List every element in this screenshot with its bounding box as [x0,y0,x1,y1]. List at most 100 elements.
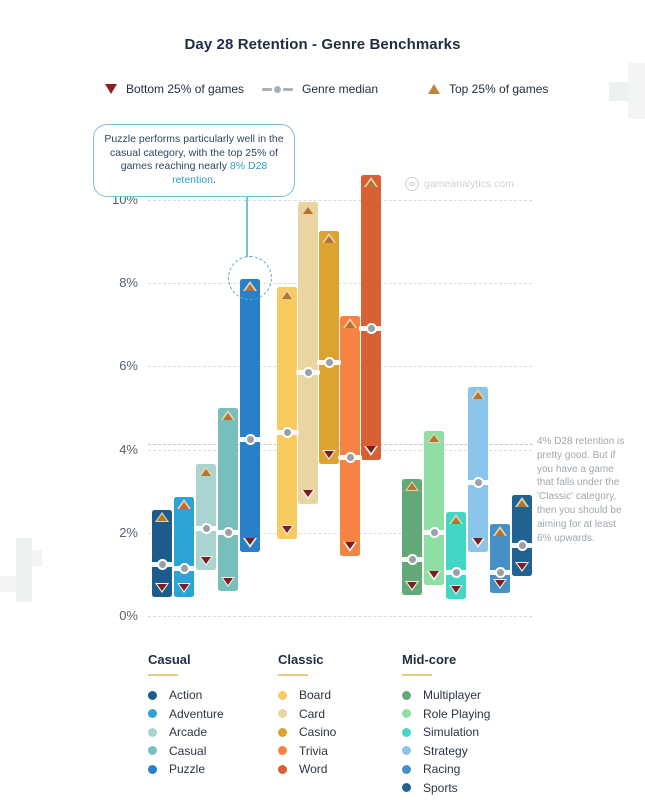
legend-item-racing: Racing [402,762,490,776]
genre-color-dot-icon [402,746,411,755]
legend-bottom25-label: Bottom 25% of games [126,82,245,96]
top25-marker-inner [366,179,376,187]
legend-group-title: Classic [278,652,324,667]
legend-item-arcade: Arcade [148,725,224,739]
bottom25-marker-inner [429,571,439,579]
legend-group-underline [278,674,308,676]
top25-marker-icon [364,177,378,188]
legend-items: Board Card Casino Trivia Word [278,688,336,776]
genre-label: Trivia [299,743,328,758]
legend-item-word: Word [278,762,336,776]
top25-marker-inner [303,206,313,214]
top25-marker-inner [201,468,211,476]
legend-group-classic: Classic Board Card Casino Trivia Word [278,652,336,776]
bar-casual [218,408,238,592]
top25-marker-inner [324,235,334,243]
y-axis-tick: 6% [119,358,138,374]
top25-marker-icon [280,289,294,300]
top25-marker-inner [451,516,461,524]
top25-marker-icon [199,466,213,477]
legend-item-casual: Casual [148,744,224,758]
bar-word [361,175,381,460]
bottom25-marker-inner [303,490,313,498]
bottom25-marker-icon [199,556,213,567]
legend-group-mid-core: Mid-core Multiplayer Role Playing Simulatio… [402,652,490,795]
genre-label: Action [169,688,203,702]
genre-label: Sports [423,780,458,795]
bottom25-marker-inner [517,562,527,570]
genre-color-dot-icon [402,727,411,737]
bar-casino [319,231,339,465]
median-dot-icon [344,452,356,464]
legend-group-title: Casual [148,652,191,667]
bottom25-marker-inner [366,446,376,454]
bottom25-marker-icon [221,577,235,588]
legend-item-strategy: Strategy [402,744,490,758]
median-dot-icon [472,477,484,489]
median-dot-icon [302,367,314,379]
y-axis-tick: 2% [119,524,138,540]
genre-label: Adventure [169,706,224,721]
genre-label: Board [299,688,332,702]
top25-marker-icon [471,389,485,400]
genre-label: Racing [423,762,461,776]
gridline-0% [148,616,532,617]
top25-marker-icon [177,499,191,510]
bottom25-marker-inner [179,583,189,591]
legend-item-action: Action [148,688,224,702]
callout-highlight-text: 8% D28 retention [172,160,268,186]
genre-label: Multiplayer [423,688,482,702]
bottom25-marker-inner [407,581,417,589]
pixel-decoration [628,63,645,119]
genre-label: Arcade [169,725,208,739]
pixel-decoration [0,576,16,592]
genre-label: Strategy [423,743,468,758]
bottom25-marker-inner [245,538,255,545]
bottom25-marker-inner [201,556,211,564]
genre-color-dot-icon [148,709,157,718]
gridline-10% [148,200,532,201]
pixel-decoration [16,538,32,602]
legend-top25: Top 25% of games [428,82,548,96]
median-dot-icon [281,427,293,439]
top25-marker-inner [282,291,292,299]
bar-card [298,202,318,504]
median-dot-icon [200,523,212,535]
median-dot-icon [365,323,377,335]
legend-items: Multiplayer Role Playing Simulation Strateg… [402,688,490,795]
callout-connector-line [246,181,248,257]
callout-highlight-circle [228,256,272,300]
legend-item-casino: Casino [278,725,336,739]
legend-top25-label: Top 25% of games [449,82,549,96]
watermark: m gameanalytics.com [405,177,514,191]
top25-marker-inner [517,499,527,507]
top25-marker-icon [322,233,336,244]
median-dot-icon [428,527,440,539]
puzzle-callout: Puzzle performs particularly well in the… [93,124,295,197]
bottom25-marker-icon [343,541,357,552]
page-title: Day 28 Retention - Genre Benchmarks [184,36,461,53]
genre-label: Simulation [423,725,480,739]
bottom25-marker-icon [155,583,169,594]
genre-label: Puzzle [169,762,206,776]
bottom25-marker-inner [451,585,461,593]
median-dot-icon [450,566,462,578]
genre-color-dot-icon [148,690,157,700]
bottom25-marker-icon [449,585,463,596]
bottom25-marker-icon [280,525,294,536]
median-dot-icon [406,554,418,566]
top25-marker-icon [515,497,529,508]
y-axis-tick: 8% [119,275,138,291]
bottom25-marker-icon [177,583,191,594]
bottom25-marker-icon [471,537,485,548]
genre-label: Casino [299,725,337,739]
genre-color-dot-icon [278,746,287,755]
gameanalytics-logo-icon: m [405,177,419,191]
bottom25-marker-inner [345,542,355,550]
genre-label: Word [299,762,328,776]
median-dot-icon [156,558,168,570]
legend-item-board: Board [278,688,336,702]
top25-marker-inner [345,320,355,328]
legend-item-multiplayer: Multiplayer [402,688,490,702]
bottom25-marker-icon [493,579,507,590]
